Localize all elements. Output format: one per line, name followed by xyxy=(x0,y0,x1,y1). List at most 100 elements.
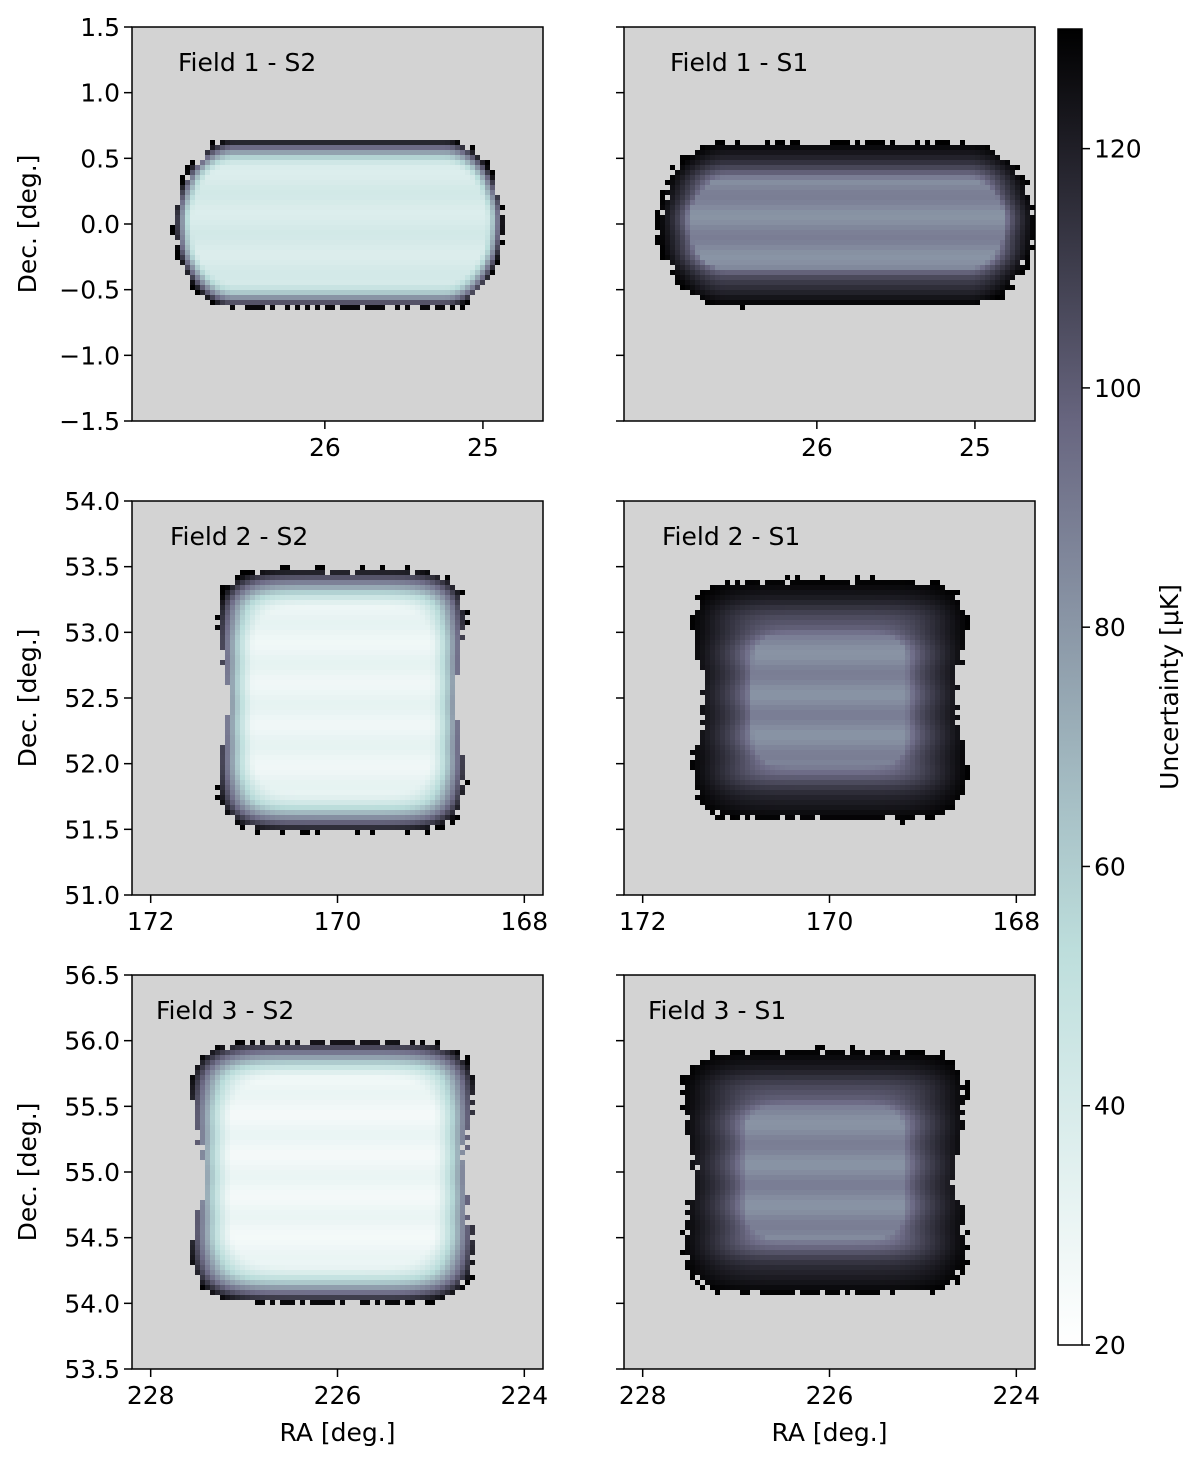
map-cell xyxy=(275,175,280,180)
map-cell xyxy=(835,200,840,205)
map-cell xyxy=(735,250,740,255)
map-cell xyxy=(730,170,735,175)
map-cell xyxy=(740,295,745,300)
map-cell xyxy=(340,285,345,290)
map-cell xyxy=(475,275,480,280)
map-cell xyxy=(365,175,370,180)
map-cell xyxy=(770,240,775,245)
map-cell xyxy=(330,615,335,620)
map-cell xyxy=(255,585,260,590)
map-cell xyxy=(660,225,665,230)
map-cell xyxy=(340,625,345,630)
map-cell xyxy=(740,255,745,260)
map-cell xyxy=(390,295,395,300)
map-cell xyxy=(280,575,285,580)
map-cell xyxy=(765,160,770,165)
map-cell xyxy=(740,240,745,245)
map-cell xyxy=(425,185,430,190)
map-cell xyxy=(395,610,400,615)
map-cell xyxy=(265,610,270,615)
map-cell xyxy=(255,625,260,630)
map-cell xyxy=(330,255,335,260)
map-cell xyxy=(750,195,755,200)
map-cell xyxy=(380,590,385,595)
map-cell xyxy=(355,255,360,260)
map-cell xyxy=(430,185,435,190)
map-cell xyxy=(925,275,930,280)
map-cell xyxy=(405,205,410,210)
map-cell xyxy=(250,610,255,615)
map-cell xyxy=(340,175,345,180)
map-cell xyxy=(840,150,845,155)
map-cell xyxy=(720,180,725,185)
map-cell xyxy=(265,215,270,220)
map-cell xyxy=(745,255,750,260)
map-cell xyxy=(865,210,870,215)
map-cell xyxy=(395,185,400,190)
map-cell xyxy=(790,150,795,155)
map-cell xyxy=(745,195,750,200)
map-cell xyxy=(255,575,260,580)
map-cell xyxy=(995,220,1000,225)
map-cell xyxy=(745,155,750,160)
map-cell xyxy=(295,165,300,170)
map-cell xyxy=(295,635,300,640)
map-cell xyxy=(990,200,995,205)
map-cell xyxy=(230,275,235,280)
map-cell xyxy=(680,285,685,290)
map-cell xyxy=(705,205,710,210)
map-cell xyxy=(255,175,260,180)
map-cell xyxy=(690,180,695,185)
map-cell xyxy=(475,160,480,165)
map-cell xyxy=(345,155,350,160)
map-cell xyxy=(990,240,995,245)
map-cell xyxy=(325,180,330,185)
map-cell xyxy=(690,245,695,250)
map-cell xyxy=(190,240,195,245)
map-cell xyxy=(760,245,765,250)
map-cell xyxy=(1010,285,1015,290)
map-cell xyxy=(990,190,995,195)
map-cell xyxy=(290,255,295,260)
map-cell xyxy=(385,145,390,150)
map-cell xyxy=(985,235,990,240)
map-cell xyxy=(430,210,435,215)
map-cell xyxy=(755,210,760,215)
map-cell xyxy=(930,285,935,290)
map-cell xyxy=(285,170,290,175)
map-cell xyxy=(815,200,820,205)
map-cell xyxy=(310,590,315,595)
map-cell xyxy=(660,215,665,220)
map-cell xyxy=(955,270,960,275)
map-cell xyxy=(200,230,205,235)
map-cell xyxy=(420,595,425,600)
map-cell xyxy=(835,230,840,235)
map-cell xyxy=(450,155,455,160)
map-cell xyxy=(340,170,345,175)
map-cell xyxy=(350,195,355,200)
map-cell xyxy=(350,165,355,170)
map-cell xyxy=(885,275,890,280)
map-cell xyxy=(790,240,795,245)
map-cell xyxy=(350,615,355,620)
map-cell xyxy=(360,265,365,270)
map-cell xyxy=(830,275,835,280)
map-cell xyxy=(700,295,705,300)
map-cell xyxy=(240,580,245,585)
map-cell xyxy=(990,215,995,220)
map-cell xyxy=(235,635,240,640)
map-cell xyxy=(370,630,375,635)
map-cell xyxy=(460,220,465,225)
map-cell xyxy=(415,205,420,210)
map-cell xyxy=(410,575,415,580)
map-cell xyxy=(450,235,455,240)
map-cell xyxy=(705,210,710,215)
map-cell xyxy=(375,620,380,625)
map-cell xyxy=(400,200,405,205)
map-cell xyxy=(925,205,930,210)
map-cell xyxy=(805,230,810,235)
map-cell xyxy=(245,210,250,215)
map-cell xyxy=(250,265,255,270)
map-cell xyxy=(980,245,985,250)
map-cell xyxy=(835,265,840,270)
